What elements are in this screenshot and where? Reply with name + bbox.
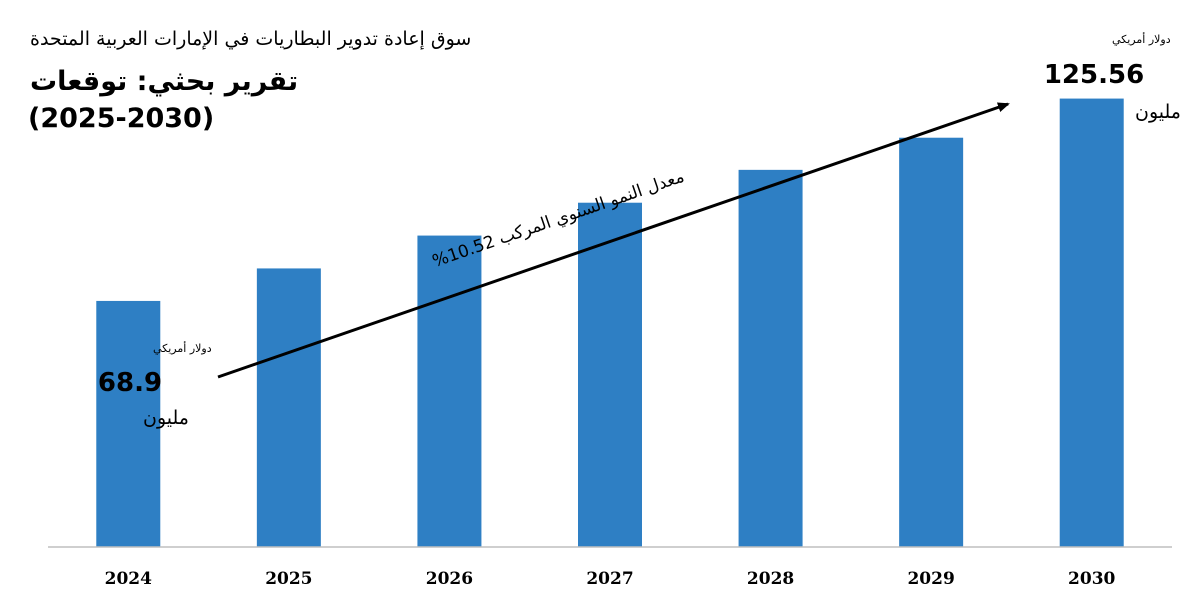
end-value-number: 125.56	[1044, 60, 1144, 90]
start-value-unit: دولار أمريكي	[153, 341, 212, 355]
market-title: سوق إعادة تدوير البطاريات في الإمارات ال…	[30, 28, 472, 50]
x-tick-label-2029: 2029	[907, 569, 954, 589]
x-tick-label-2025: 2025	[265, 569, 312, 589]
start-value-suffix: مليون	[143, 407, 189, 429]
bar-2026	[417, 235, 482, 548]
x-tick-label-2026: 2026	[426, 569, 473, 589]
report-subtitle: تقرير بحثي: توقعات	[30, 66, 299, 97]
end-value-callout: دولار أمريكي 125.56 مليون	[1044, 32, 1181, 123]
forecast-period: (2025-2030)	[28, 103, 215, 134]
start-value-callout: دولار أمريكي 68.9 مليون	[98, 341, 212, 429]
x-tick-label-2028: 2028	[747, 569, 794, 589]
bar-2029	[899, 137, 964, 547]
end-value-suffix: مليون	[1135, 101, 1181, 123]
bar-2030	[1059, 98, 1124, 548]
x-tick-label-2027: 2027	[586, 569, 633, 589]
start-value-number: 68.9	[98, 368, 162, 398]
bar-series	[96, 98, 1124, 548]
bar-2025	[256, 268, 321, 547]
cagr-label: معدل النمو السنوي المركب 10.52%	[430, 167, 687, 272]
bar-2024	[96, 300, 161, 547]
end-value-unit: دولار أمريكي	[1112, 32, 1171, 46]
x-tick-label-2030: 2030	[1068, 569, 1115, 589]
x-axis-tick-labels: 2024 2025 2026 2027 2028 2029 2030	[105, 569, 1116, 589]
x-tick-label-2024: 2024	[105, 569, 152, 589]
bar-2027	[578, 202, 642, 547]
growth-arrow	[217, 102, 1010, 379]
bar-2028	[738, 169, 803, 547]
